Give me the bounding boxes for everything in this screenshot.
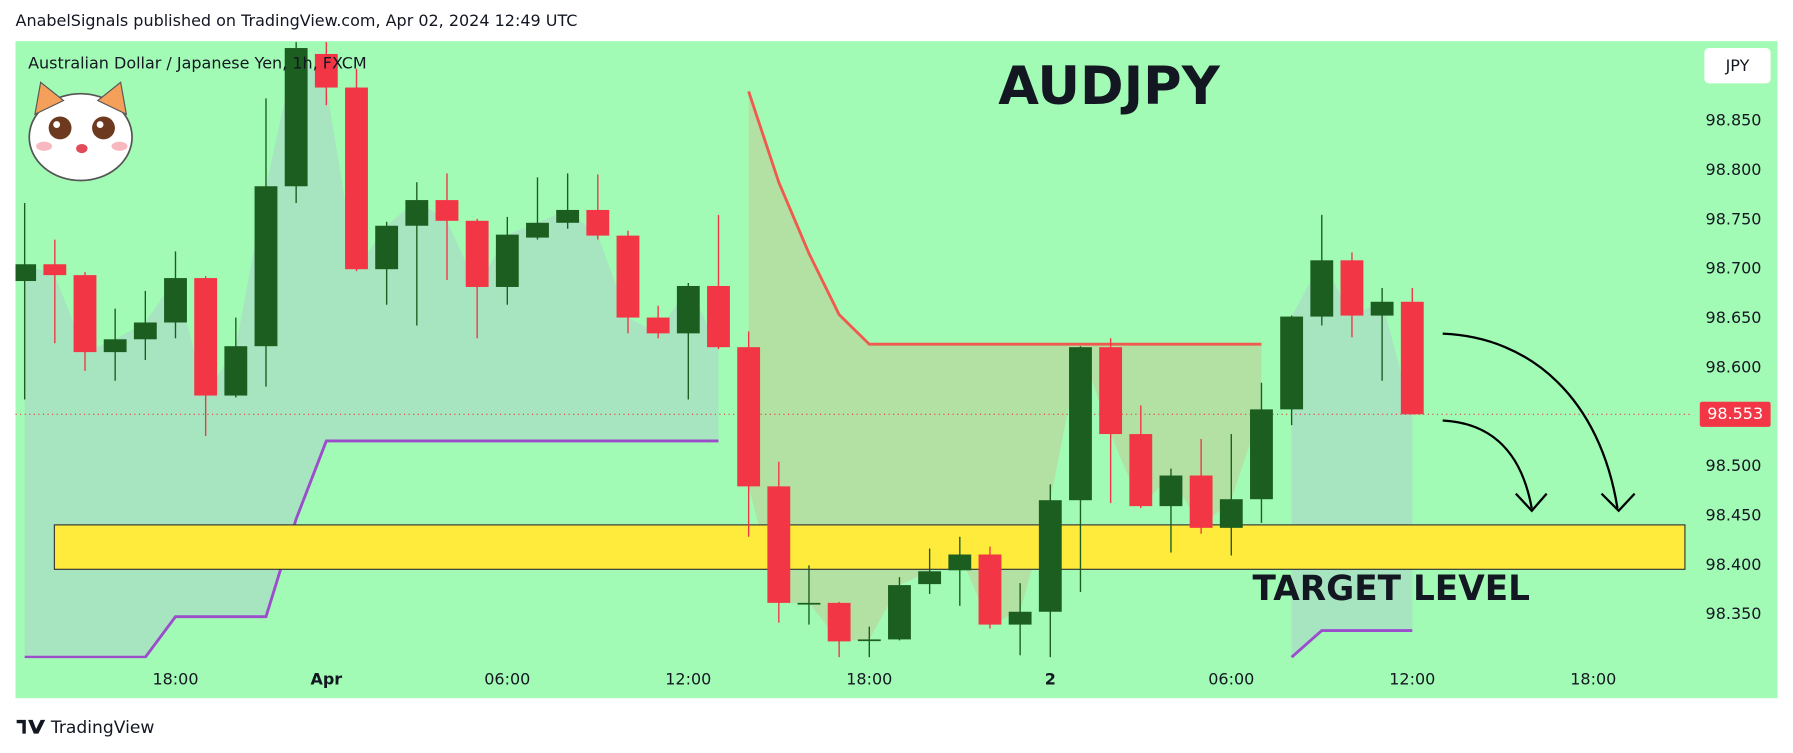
y-tick-label: 98.800 — [1706, 160, 1762, 179]
x-tick-label: 18:00 — [1570, 669, 1616, 688]
candle-body — [797, 602, 821, 605]
candle-body — [526, 222, 549, 238]
candle-body — [646, 317, 670, 334]
candle-body — [1280, 316, 1304, 410]
candle-body — [465, 220, 489, 287]
target-label: TARGET LEVEL — [1253, 569, 1530, 609]
candle-body — [15, 264, 37, 282]
x-tick-label: Apr — [310, 669, 342, 688]
candle-body — [857, 639, 881, 642]
indicator-line — [747, 91, 1262, 346]
candle-body — [556, 209, 580, 223]
candle-body — [224, 346, 248, 396]
candle-body — [284, 48, 308, 187]
candle-body — [73, 275, 97, 353]
candle-body — [495, 234, 519, 287]
trend-fill — [24, 48, 719, 658]
candle-body — [314, 53, 338, 88]
candle-body — [345, 87, 368, 270]
candle-body — [737, 347, 761, 487]
x-tick-label: 18:00 — [846, 669, 892, 688]
plot-area — [15, 42, 1692, 659]
target-zone — [53, 524, 1686, 570]
last-price-tag — [1699, 401, 1771, 427]
x-tick-label: 12:00 — [665, 669, 711, 688]
x-tick-label: 2 — [1045, 669, 1056, 688]
x-tick-label: 06:00 — [484, 669, 530, 688]
y-tick-label: 98.650 — [1706, 308, 1762, 327]
candle-body — [133, 322, 157, 340]
y-tick-label: 98.350 — [1706, 604, 1762, 623]
candle-body — [676, 285, 700, 334]
candle-body — [1099, 347, 1123, 435]
indicator-line — [1290, 629, 1413, 659]
y-tick-label: 98.850 — [1706, 111, 1762, 130]
chart-title: AUDJPY — [998, 56, 1220, 117]
candle-body — [1008, 611, 1032, 625]
candle-body — [375, 225, 399, 270]
candle-body — [1219, 499, 1243, 528]
x-tick-label: 06:00 — [1208, 669, 1254, 688]
candle-body — [616, 235, 640, 318]
candle-body — [1310, 260, 1334, 317]
y-tick-label: 98.600 — [1706, 357, 1762, 376]
currency: JPY — [1725, 56, 1750, 75]
candle-body — [1159, 475, 1183, 507]
candle-body — [1038, 500, 1062, 612]
brand: TradingView — [50, 718, 154, 738]
candle-body — [435, 200, 459, 221]
arrows — [1442, 332, 1636, 513]
trend-fill — [748, 91, 1262, 642]
y-tick-label: 98.750 — [1706, 209, 1762, 228]
candle-body — [1370, 301, 1394, 316]
candle-body — [888, 585, 911, 640]
candle-body — [1129, 434, 1153, 507]
last-price-label: 98.553 — [1707, 404, 1763, 423]
candle-body — [1400, 301, 1424, 415]
overlay: 98.350 98.400 98.450 98.500 98.600 98.650 98.7… — [152, 111, 1771, 688]
logo — [28, 81, 133, 182]
candle-body — [103, 339, 127, 353]
currency-box — [1704, 47, 1771, 84]
candle-body — [586, 209, 610, 236]
candle-body — [767, 486, 791, 603]
y-tick-label: 98.400 — [1706, 555, 1762, 574]
candle-body — [918, 571, 942, 585]
y-tick-label: 98.450 — [1706, 505, 1762, 524]
y-tick-label: 98.700 — [1706, 259, 1762, 278]
symbol: Australian Dollar / Japanese Yen, 1h, FX… — [28, 53, 367, 72]
candle-body — [948, 554, 972, 571]
candle-body — [1340, 260, 1364, 316]
candle-body — [164, 278, 187, 323]
candle-body — [707, 285, 730, 348]
header: AnabelSignals published on TradingView.c… — [16, 11, 578, 30]
candle-body — [254, 186, 278, 347]
indicator-line — [24, 439, 719, 659]
x-tick-label: 18:00 — [152, 669, 198, 688]
y-tick-label: 98.500 — [1706, 456, 1762, 475]
candle-body — [43, 264, 67, 276]
candle-body — [194, 278, 218, 396]
footer: TradingView — [16, 718, 154, 738]
x-tick-label: 12:00 — [1389, 669, 1435, 688]
candle-body — [1189, 475, 1213, 528]
candle-body — [827, 602, 851, 642]
candle-body — [1250, 409, 1273, 500]
candle-body — [1069, 347, 1092, 501]
candle-body — [978, 554, 1002, 625]
candle-body — [405, 200, 429, 226]
